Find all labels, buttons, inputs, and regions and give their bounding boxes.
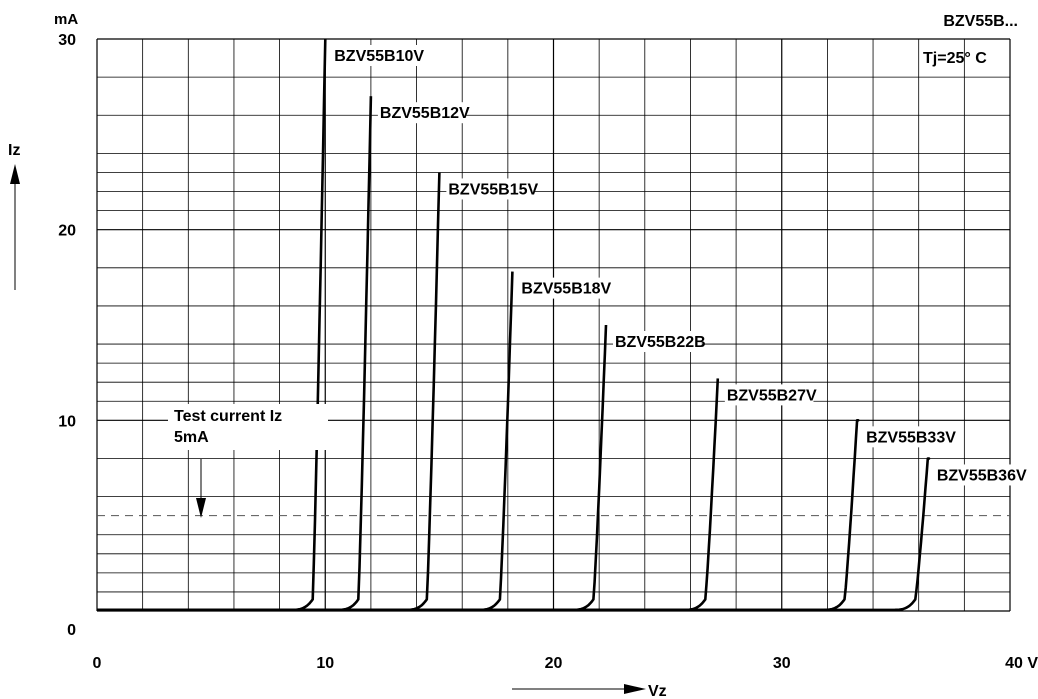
x-tick-labels: 0 10 20 30 40 V	[93, 655, 1038, 672]
y-tick-label: 10	[58, 413, 76, 430]
x-axis-arrow-head	[624, 684, 646, 694]
series-label: BZV55B36V	[937, 467, 1027, 484]
x-tick-label: 0	[93, 655, 102, 672]
y-tick-labels: 0 10 20 30	[58, 32, 76, 639]
x-axis-label: Vz	[648, 683, 667, 699]
series-label-bg	[724, 384, 814, 406]
series-label-bg	[332, 45, 421, 66]
y-tick-label: 0	[67, 622, 76, 639]
curve-BZV55B36V	[97, 457, 931, 612]
test-current-label: Test current Iz	[174, 408, 282, 425]
series-label: BZV55B12V	[380, 105, 470, 122]
series-label: BZV55B18V	[521, 281, 611, 298]
x-tick-label: 20	[545, 655, 563, 672]
series-label-bg	[934, 464, 1024, 486]
test-current-value-label: 5mA	[174, 429, 209, 446]
y-axis-label: Iz	[8, 142, 20, 159]
series-label-bg	[377, 102, 467, 124]
y-unit-label: mA	[54, 11, 78, 28]
series-label-bg	[864, 426, 953, 448]
test-current-label-bg	[168, 404, 328, 450]
series-label: BZV55B22B	[615, 334, 706, 351]
x-tick-label: 10	[316, 655, 334, 672]
tj-annotation: Tj=25° C	[923, 50, 987, 67]
curve-BZV55B10V	[97, 38, 327, 612]
series-label-bg	[446, 178, 535, 200]
series-label-bg	[519, 277, 609, 299]
x-tick-label: 40 V	[1005, 655, 1038, 672]
series-label: BZV55B15V	[448, 181, 538, 198]
test-current-arrow-head	[196, 498, 206, 518]
y-tick-label: 30	[58, 32, 76, 49]
chart-title: BZV55B...	[943, 13, 1018, 30]
curves: BZV55B10V BZV55B12V BZV55B15V BZV55B18V BZV5…	[97, 38, 1027, 612]
y-axis-arrow-head	[10, 164, 20, 184]
curve-BZV55B15V	[97, 172, 441, 612]
y-tick-label: 20	[58, 223, 76, 240]
series-label: BZV55B33V	[866, 429, 956, 446]
series-label-bg	[612, 331, 702, 352]
series-label: BZV55B10V	[334, 48, 424, 65]
x-tick-label: 30	[773, 655, 791, 672]
series-label: BZV55B27V	[727, 387, 817, 404]
curve-BZV55B22B	[97, 324, 608, 612]
grid	[96, 38, 1011, 612]
